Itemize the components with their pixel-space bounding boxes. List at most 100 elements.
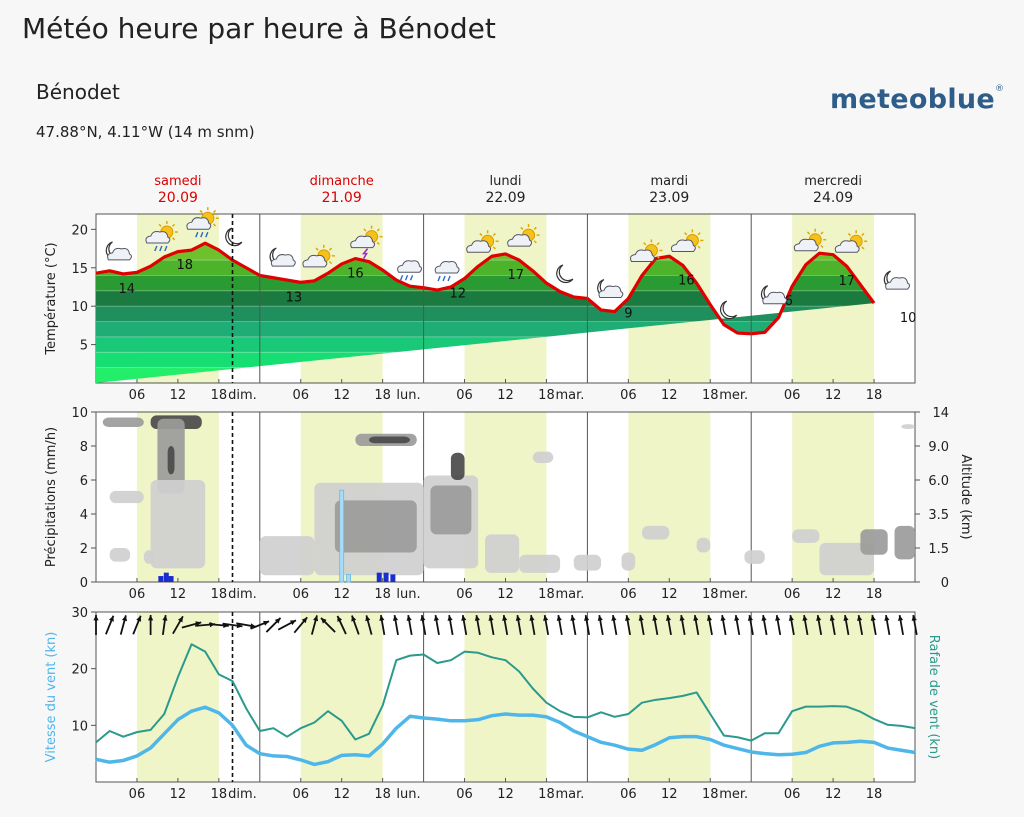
wind-arrow-head-icon	[301, 617, 308, 624]
sun-ray-icon	[820, 231, 824, 235]
wind-arrow-head-icon	[884, 615, 890, 621]
cloud-icon	[507, 234, 533, 247]
wind-speed-line	[95, 705, 916, 767]
altitude-y-axis-label: Altitude (km)	[958, 454, 973, 539]
wind-direction-arrows	[93, 614, 918, 636]
x-tick-label: 12	[497, 388, 514, 403]
x-tick-label: lun.	[396, 388, 420, 403]
precip-bar	[168, 576, 174, 582]
precip-bar	[390, 574, 396, 582]
wind-y-tick-label: 20	[71, 663, 88, 678]
wind-arrow-head-icon	[775, 615, 781, 621]
day-name: mardi	[650, 174, 688, 189]
x-tick-label: 18	[211, 388, 228, 403]
temperature-y-tick-label: 10	[71, 300, 88, 315]
rain-drop-icon	[409, 274, 414, 281]
sun-ray-icon	[697, 245, 701, 249]
daylight-band	[792, 612, 875, 782]
cloud-cover-cell	[792, 529, 820, 543]
weather-icon-night-cloud	[883, 270, 911, 290]
daylight-band	[300, 612, 383, 782]
wind-arrow-head-icon	[351, 615, 357, 622]
wind-arrow-head-icon	[474, 615, 480, 621]
sun-ray-icon	[171, 237, 176, 241]
sun-ray-icon	[847, 232, 852, 237]
cloud-cover-cell	[860, 529, 888, 555]
wind-arrow-head-icon	[679, 615, 685, 621]
x-tick-label: 12	[333, 587, 350, 602]
x-tick-label: 06	[784, 787, 801, 802]
rain-drop-icon	[154, 245, 158, 252]
weather-icon-sun-cloud	[302, 244, 335, 268]
temperature-data-label: 6	[785, 294, 793, 309]
wind-speed-y-axis-label: Vitesse du vent (kn)	[44, 632, 59, 763]
temperature-data-label: 17	[507, 268, 524, 283]
temperature-data-label: 12	[449, 287, 466, 302]
wind-series	[95, 643, 916, 767]
wind-arrow-head-icon	[761, 615, 767, 621]
x-tick-label: 12	[661, 388, 678, 403]
wind-arrow-head-icon	[857, 615, 863, 621]
brand-logo[interactable]: meteoblue®	[830, 84, 1004, 115]
rain-drop-icon	[195, 231, 199, 238]
wind-arrow-head-icon	[747, 615, 753, 621]
x-tick-label: dim.	[228, 388, 257, 403]
daylight-band	[628, 412, 711, 582]
x-tick-label: 12	[825, 787, 842, 802]
wind-arrow-head-icon	[289, 620, 296, 626]
wind-arrow-head-icon	[843, 615, 849, 621]
sun-ray-icon	[861, 246, 865, 250]
temperature-data-label: 18	[176, 258, 193, 273]
x-tick-label: 06	[456, 787, 473, 802]
rain-drop-icon	[159, 245, 163, 252]
sun-ray-icon	[212, 209, 217, 214]
cloud-cover-cell	[369, 436, 410, 444]
weather-icon-sun-cloud-rain	[186, 207, 219, 238]
sun-ray-icon	[212, 223, 217, 227]
wind-arrow-head-icon	[379, 615, 385, 621]
moon-icon	[225, 227, 243, 247]
temperature-data-label: 17	[838, 274, 855, 289]
sun-ray-icon	[171, 223, 176, 227]
wind-arrow-head-icon	[337, 615, 343, 622]
x-tick-label: 12	[825, 587, 842, 602]
altitude-y-tick-label: 6.0	[928, 474, 949, 489]
sun-ray-icon	[697, 232, 701, 236]
x-tick-label: 18	[374, 787, 391, 802]
sun-ray-icon	[376, 228, 380, 232]
wind-arrow-head-icon	[911, 615, 917, 621]
wind-arrow-head-icon	[433, 615, 440, 621]
sun-ray-icon	[363, 228, 367, 232]
wind-arrow-head-icon	[693, 615, 699, 621]
x-tick-label: dim.	[228, 587, 257, 602]
wind-arrow-head-icon	[665, 615, 672, 621]
weather-icon-night-cloud	[597, 278, 624, 299]
day-name: mercredi	[804, 174, 862, 189]
day-date: 22.09	[485, 190, 525, 206]
wind-arrow-head-icon	[177, 616, 183, 623]
sun-ray-icon	[492, 246, 496, 250]
day-name: dimanche	[310, 174, 374, 189]
cloud-icon	[107, 247, 132, 261]
x-tick-label: 06	[784, 587, 801, 602]
x-tick-label: 18	[702, 787, 719, 802]
x-tick-label: 12	[170, 388, 187, 403]
precip-bar	[158, 576, 164, 582]
page-title: Météo heure par heure à Bénodet	[22, 12, 496, 45]
precip-bar	[383, 572, 389, 582]
weather-icon-night-cloud	[760, 285, 788, 305]
day-name: samedi	[154, 174, 201, 189]
wind-arrow-head-icon	[502, 615, 508, 621]
moon-icon	[556, 264, 574, 284]
altitude-y-tick-label: 0	[941, 576, 949, 591]
wind-arrow-head-icon	[638, 615, 644, 621]
wind-arrow-head-icon	[461, 615, 467, 621]
location-name: Bénodet	[36, 80, 120, 104]
x-tick-label: 18	[538, 388, 555, 403]
sun-ray-icon	[656, 242, 660, 246]
wind-arrow-head-icon	[788, 615, 794, 621]
rain-drop-icon	[447, 275, 451, 282]
cloud-cover-cell	[102, 417, 144, 427]
convective-precip-bar	[346, 573, 351, 583]
